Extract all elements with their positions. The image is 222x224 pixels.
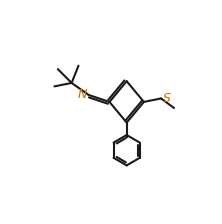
Text: N: N (78, 88, 87, 101)
Text: S: S (163, 92, 170, 105)
